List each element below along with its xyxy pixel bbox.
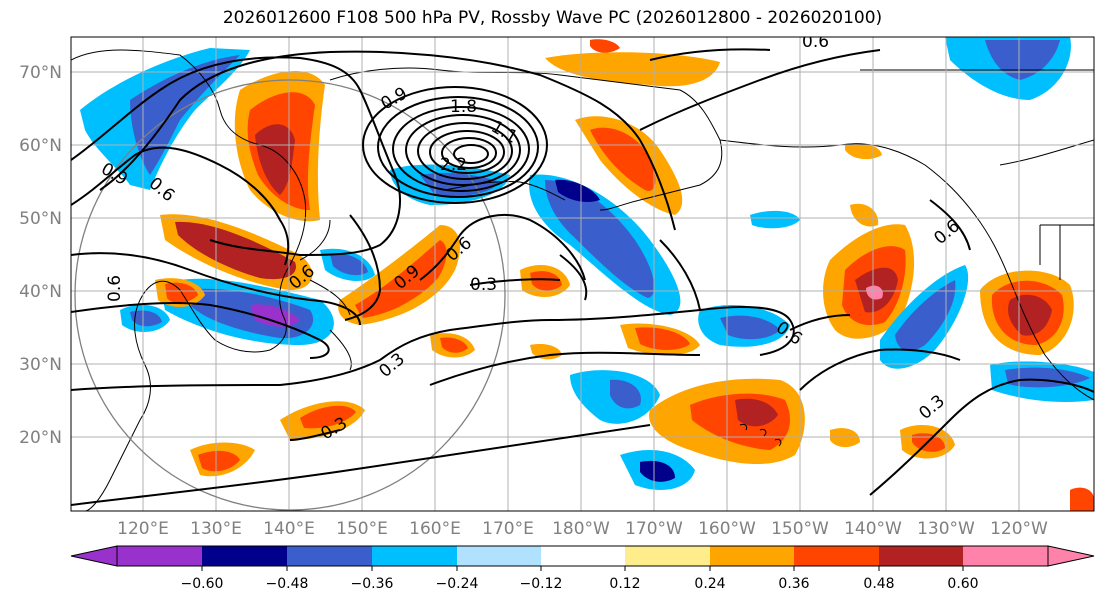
map-frame [70,36,1095,512]
lon-label: 150°W [771,519,829,539]
contour-label: 0.6 [802,32,829,52]
colorbar-tick: −0.36 [351,576,394,592]
colorbar-bin [202,546,287,566]
longitude-labels: 120°E 130°E 140°E 150°E 160°E 170°E 180°… [117,519,1048,539]
lon-label: 130°W [917,519,975,539]
colorbar-bin [372,546,457,566]
lat-label: 60°N [19,136,62,156]
colorbar-bin [963,546,1048,566]
latitude-labels: 70°N 60°N 50°N 40°N 30°N 20°N [19,63,62,448]
colorbar-tick: −0.12 [520,576,563,592]
colorbar-extend-high [1047,545,1095,567]
colorbar-tick: 0.24 [694,576,725,592]
lon-label: 130°E [190,519,242,539]
lon-label: 120°E [117,519,169,539]
radius-circle [74,79,506,511]
colorbar-bin [710,546,794,566]
pv-contours [71,48,1094,506]
colorbar-tick: −0.24 [436,576,479,592]
coastlines [71,49,1094,511]
lon-label: 170°E [482,519,534,539]
lon-label: 150°E [336,519,388,539]
colorbar-bin [625,546,710,566]
contour-label: 0.3 [470,275,497,295]
lat-label: 40°N [19,282,62,302]
colorbar: −0.60 −0.48 −0.36 −0.24 −0.12 0.12 0.24 … [70,545,1095,592]
colorbar-bin [457,546,541,566]
lon-label: 160°W [698,519,756,539]
lat-label: 20°N [19,428,62,448]
contour-label: 2.2 [440,155,467,175]
map-title: 2026012600 F108 500 hPa PV, Rossby Wave … [222,8,883,28]
contour-label: 1.8 [450,97,477,117]
grid-lines [71,37,1094,511]
lon-label: 140°W [844,519,902,539]
colorbar-tick: 0.48 [863,576,894,592]
contour-label: 0.6 [105,275,125,302]
lon-label: 140°E [263,519,315,539]
colorbar-tick: 0.12 [609,576,640,592]
colorbar-extend-low [70,545,118,567]
colorbar-bin [117,546,202,566]
colorbar-tick: 0.60 [947,576,978,592]
colorbar-bin [541,546,625,566]
lon-label: 180°W [552,519,610,539]
colorbar-tick: 0.36 [778,576,809,592]
colorbar-tick: −0.60 [181,576,224,592]
lon-label: 120°W [990,519,1048,539]
colorbar-tick: −0.48 [266,576,309,592]
lat-label: 50°N [19,209,62,229]
lat-label: 70°N [19,63,62,83]
colorbar-bin [287,546,372,566]
lon-label: 160°E [409,519,461,539]
lon-label: 170°W [625,519,683,539]
colorbar-bin [794,546,879,566]
lat-label: 30°N [19,355,62,375]
colorbar-bin [879,546,963,566]
